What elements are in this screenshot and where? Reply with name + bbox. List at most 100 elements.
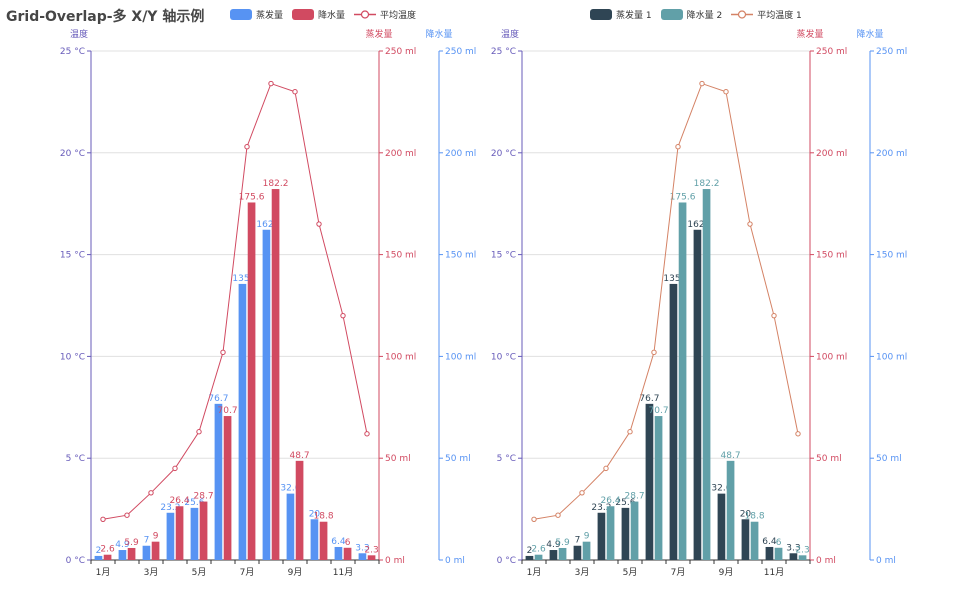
- c1-bar-evaporation: [597, 512, 606, 560]
- c0-data-label-precipitation: 6: [345, 538, 351, 548]
- c1-x-tick-label: 9月: [719, 567, 734, 578]
- c1-data-label-evaporation: 162.: [687, 220, 707, 230]
- c0-x-tick-label: 7月: [240, 567, 255, 578]
- legend-item-precipitation-2[interactable]: 降水量 2: [660, 8, 722, 21]
- c1-data-label-evaporation: 25.6: [615, 498, 635, 508]
- c0-bar-evaporation: [166, 512, 175, 560]
- c1-avg-temp-point: [795, 431, 801, 437]
- c1-data-label-evaporation: 135.: [663, 274, 683, 284]
- c0-x-tick-label: 5月: [192, 567, 207, 578]
- c0-bar-evaporation: [262, 229, 271, 560]
- c1-y-tick-label-evaporation: 50 ml: [816, 454, 842, 464]
- c1-bar-precipitation: [750, 521, 759, 560]
- c0-data-label-evaporation: 162.: [256, 220, 276, 230]
- c1-x-tick-label: 5月: [623, 567, 638, 578]
- c1-y-axis-name-temperature: 温度: [501, 28, 519, 40]
- c0-x-tick-label: 1月: [96, 567, 111, 578]
- legend-left-chart: 蒸发量 降水量 平均温度: [230, 8, 425, 21]
- c0-data-label-evaporation: 2: [96, 546, 102, 556]
- c1-bar-evaporation: [621, 507, 630, 560]
- c0-y-tick-label-precipitation: 200 ml: [445, 149, 476, 159]
- c0-bar-precipitation: [319, 521, 328, 560]
- c1-y-tick-label-temperature: 20 °C: [491, 149, 516, 159]
- c0-y-axis-name-precipitation: 降水量: [425, 28, 452, 40]
- legend-item-avg-temp-1[interactable]: 平均温度 1: [731, 8, 802, 21]
- c0-y-tick-label-evaporation: 250 ml: [385, 47, 416, 57]
- legend-swatch-precipitation: [292, 9, 315, 20]
- legend-label-precipitation: 降水量: [318, 11, 346, 21]
- c0-data-label-evaporation: 76.7: [208, 394, 228, 404]
- c1-data-label-evaporation: 3.3: [786, 543, 800, 553]
- c1-bar-evaporation: [741, 519, 750, 560]
- c0-bar-precipitation: [367, 555, 376, 560]
- c0-avg-temp-point: [364, 431, 370, 437]
- c0-y-tick-label-temperature: 15 °C: [60, 251, 85, 261]
- c1-bar-evaporation: [717, 493, 726, 560]
- c0-bar-precipitation: [127, 547, 136, 560]
- c1-x-tick-label: 11月: [764, 567, 784, 578]
- c1-y-tick-label-evaporation: 250 ml: [816, 47, 847, 57]
- legend-item-avg-temp[interactable]: 平均温度: [354, 8, 416, 21]
- c1-data-label-evaporation: 7: [575, 536, 581, 546]
- c1-data-label-evaporation: 20: [740, 509, 752, 519]
- c0-y-tick-label-evaporation: 100 ml: [385, 352, 416, 362]
- c0-bar-precipitation: [343, 547, 352, 560]
- legend-label-avg-temp: 平均温度: [380, 11, 417, 21]
- legend-right-chart: 蒸发量 1 降水量 2 平均温度 1: [590, 8, 811, 21]
- c1-y-tick-label-precipitation: 50 ml: [876, 454, 902, 464]
- c1-data-label-precipitation: 5.9: [555, 538, 570, 548]
- c0-avg-temp-line: [102, 82, 368, 520]
- c1-y-tick-label-precipitation: 150 ml: [876, 251, 907, 261]
- c1-data-label-precipitation: 9: [584, 532, 590, 542]
- c0-x-tick-label: 11月: [333, 567, 353, 578]
- c1-bar-precipitation: [606, 506, 615, 560]
- c0-data-label-precipitation: 26.4: [170, 496, 190, 506]
- c1-data-label-precipitation: 48.7: [721, 451, 741, 461]
- c1-data-label-precipitation: 182.2: [694, 179, 720, 189]
- c1-data-label-precipitation: 18.8: [745, 512, 765, 522]
- c1-y-tick-label-temperature: 25 °C: [491, 47, 516, 57]
- legend-label-evaporation-1: 蒸发量 1: [616, 11, 652, 21]
- c1-data-label-evaporation: 23.2: [591, 503, 611, 513]
- c1-avg-temp-point: [699, 80, 705, 87]
- c0-y-tick-label-temperature: 20 °C: [60, 149, 85, 159]
- legend-swatch-precipitation-2: [660, 9, 683, 20]
- c1-y-tick-label-precipitation: 100 ml: [876, 352, 907, 362]
- c0-x-tick-label: 9月: [288, 567, 303, 578]
- c0-data-label-precipitation: 182.2: [263, 179, 289, 189]
- chart-title: Grid-Overlap-多 X/Y 轴示例: [6, 9, 205, 25]
- c1-y-tick-label-precipitation: 200 ml: [876, 149, 907, 159]
- c1-data-label-precipitation: 6: [776, 538, 782, 548]
- legend-item-evaporation-1[interactable]: 蒸发量 1: [590, 8, 652, 21]
- c1-bar-precipitation: [726, 460, 735, 560]
- c1-x-tick-label: 1月: [527, 567, 542, 578]
- c0-x-tick-label: 3月: [144, 567, 159, 578]
- c0-y-tick-label-temperature: 5 °C: [66, 454, 85, 464]
- c0-y-tick-label-evaporation: 0 ml: [385, 556, 405, 566]
- c1-x-tick-label: 3月: [575, 567, 590, 578]
- c1-avg-temp-point: [651, 349, 657, 356]
- c0-avg-temp-point: [100, 516, 106, 522]
- c1-y-axis-name-evaporation: 蒸发量: [796, 28, 823, 40]
- c1-y-tick-label-evaporation: 0 ml: [816, 556, 836, 566]
- legend-item-evaporation[interactable]: 蒸发量: [230, 8, 283, 21]
- c1-avg-temp-point: [579, 490, 585, 496]
- legend-swatch-evaporation-1: [590, 9, 612, 20]
- c0-bar-evaporation: [214, 403, 223, 560]
- c0-data-label-precipitation: 175.6: [239, 192, 265, 202]
- c1-data-label-precipitation: 2.6: [531, 545, 546, 555]
- legend-item-precipitation[interactable]: 降水量: [292, 8, 345, 21]
- c1-bar-precipitation: [774, 547, 783, 560]
- c0-data-label-evaporation: 7: [144, 536, 150, 546]
- c0-bar-precipitation: [199, 501, 208, 560]
- c1-avg-temp-point: [771, 312, 777, 319]
- c1-data-label-precipitation: 28.7: [625, 492, 645, 502]
- c1-bar-precipitation: [654, 416, 663, 560]
- c1-bar-precipitation: [582, 541, 591, 560]
- c1-avg-temp-point: [675, 143, 681, 150]
- c1-data-label-evaporation: 4.9: [546, 540, 561, 550]
- c1-avg-temp-line: [533, 82, 799, 520]
- c0-data-label-evaporation: 4.9: [115, 540, 130, 550]
- c0-bar-precipitation: [271, 189, 280, 560]
- c0-bar-evaporation: [142, 545, 151, 560]
